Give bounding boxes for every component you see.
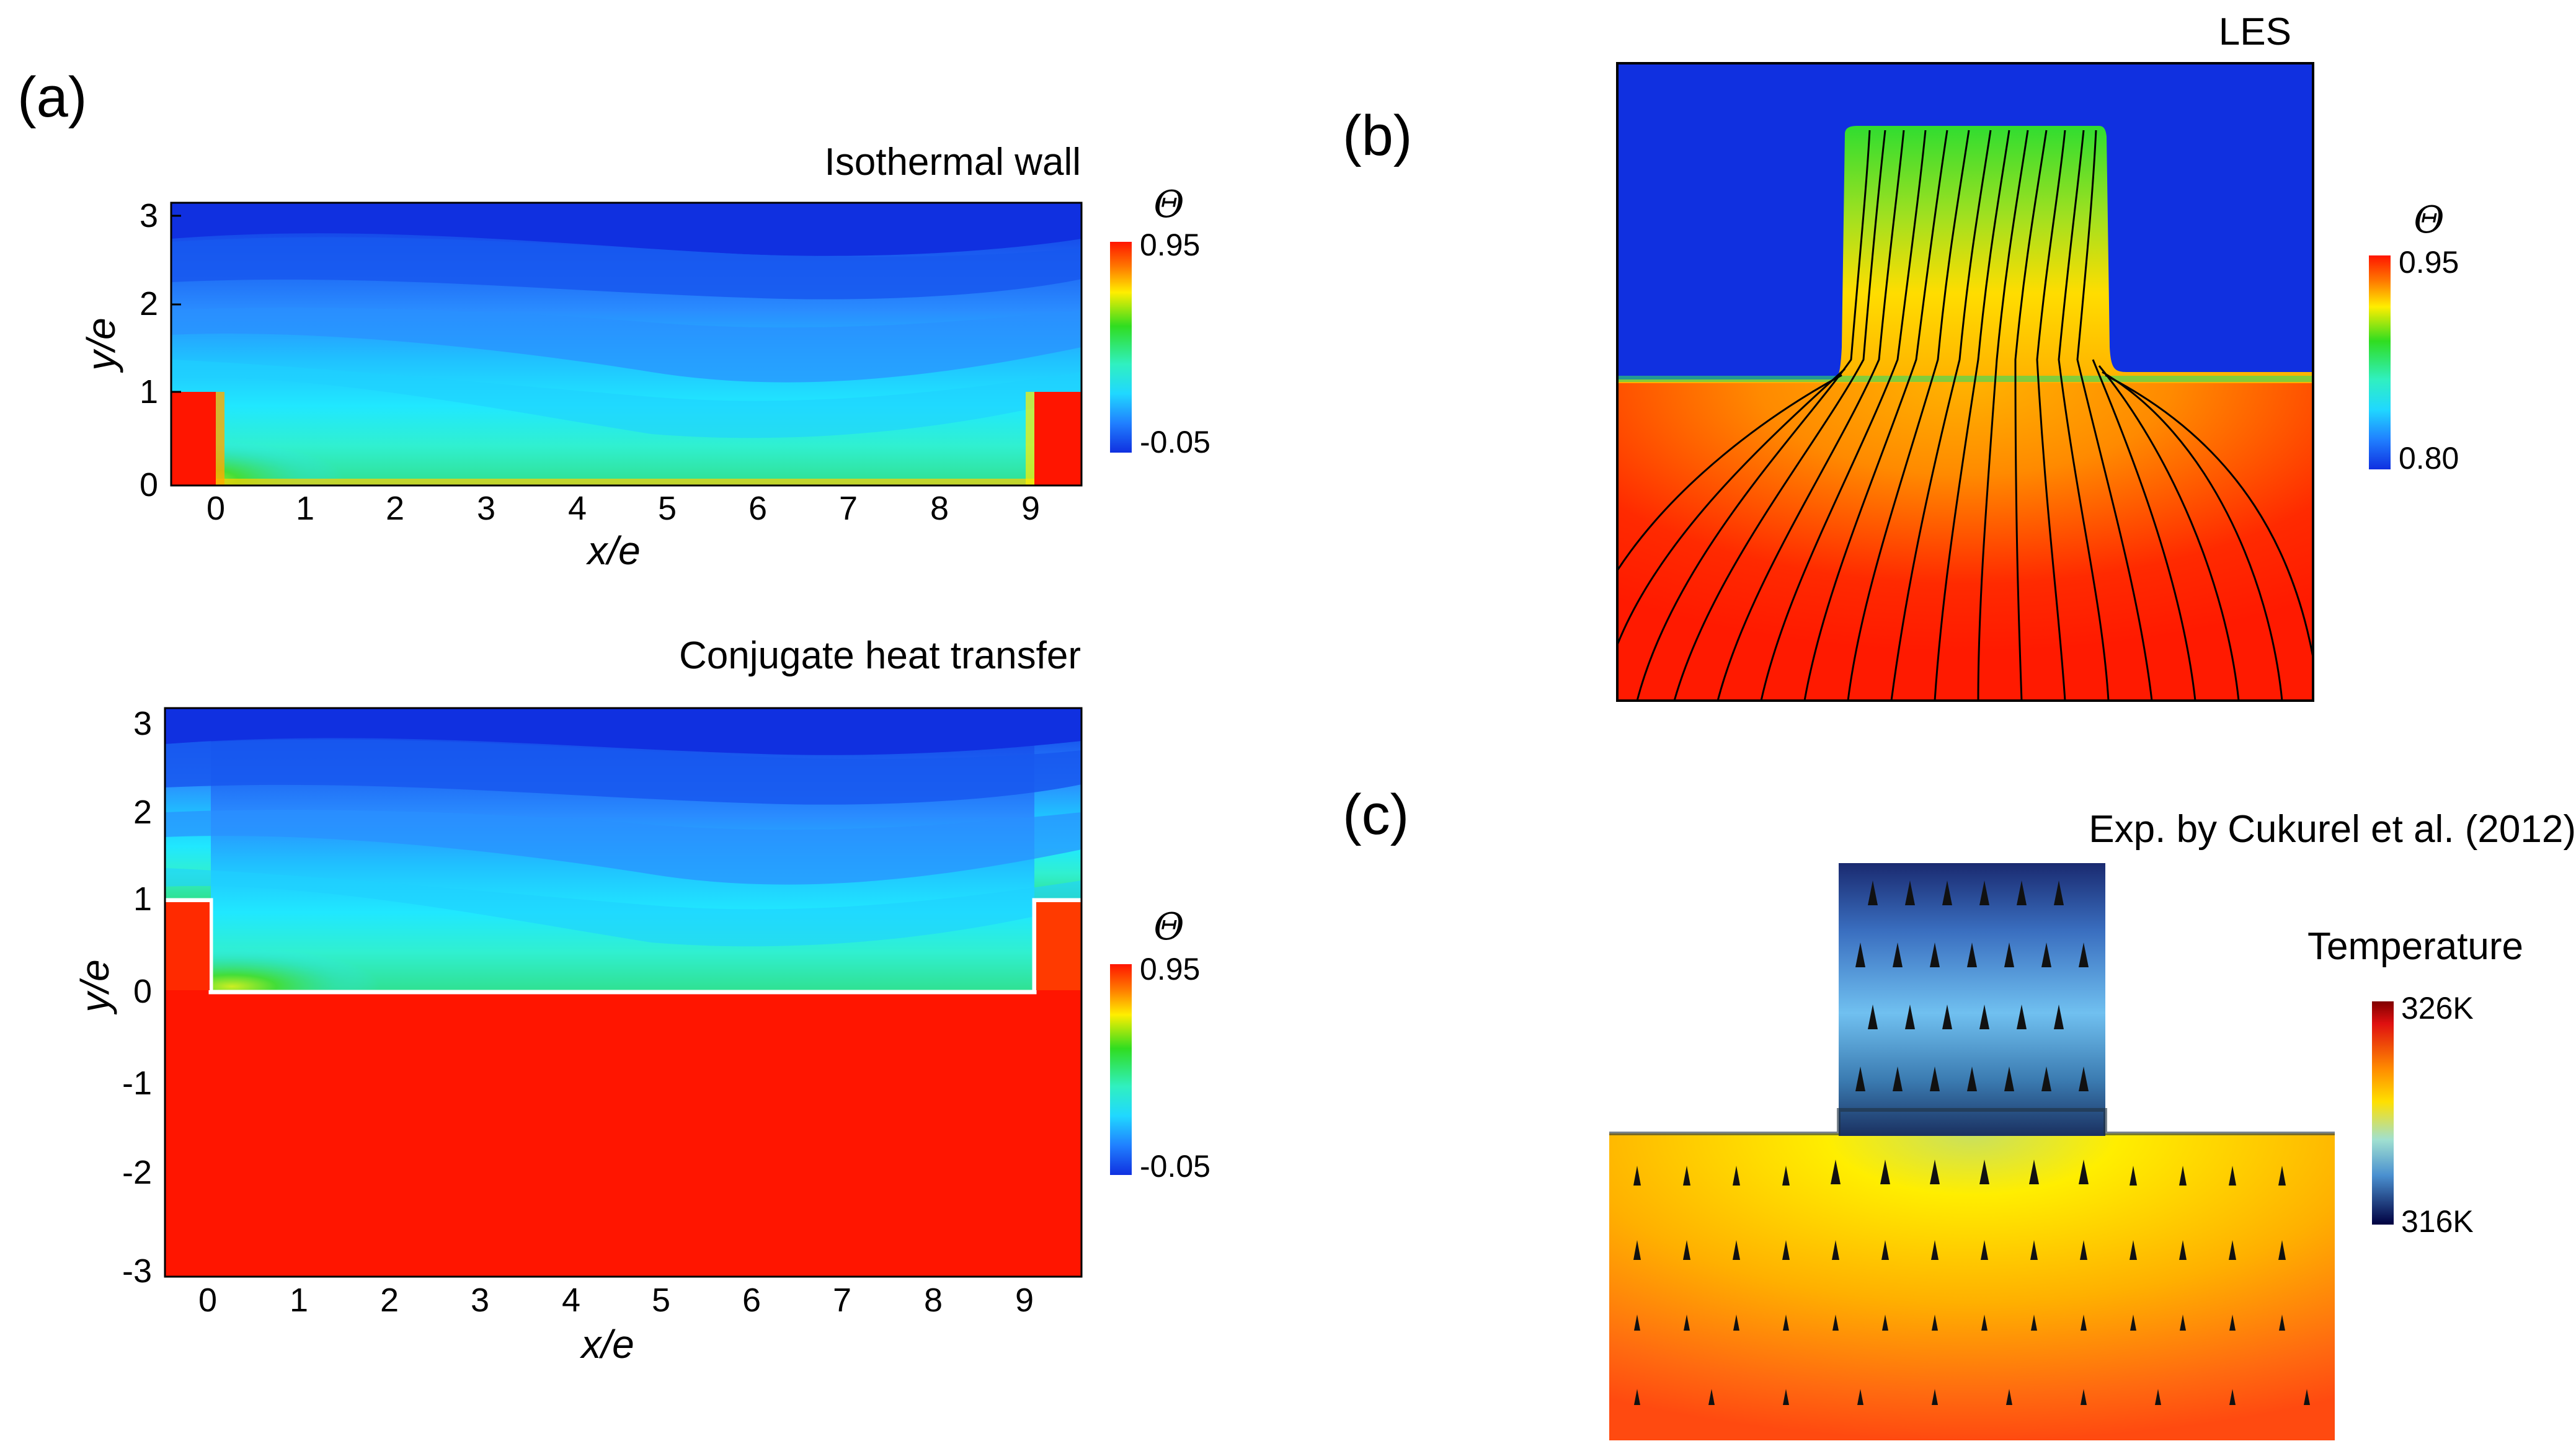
tick-label: 3 bbox=[140, 197, 158, 234]
plot-a-bottom-xlabel: x/e bbox=[579, 1322, 634, 1367]
tick-label: 2 bbox=[380, 1282, 399, 1319]
plot-b: LES Θ bbox=[1616, 11, 2459, 702]
plot-a-top-xlabel: x/e bbox=[585, 528, 640, 573]
colorbar-min-label: 0.80 bbox=[2399, 441, 2459, 476]
colorbar-symbol: Θ bbox=[2414, 198, 2444, 242]
tick-label: 2 bbox=[133, 794, 152, 831]
plot-a-bottom-x-ticks: 0 1 2 3 4 5 6 7 8 9 bbox=[198, 1282, 1034, 1319]
tick-label: 0 bbox=[207, 490, 225, 527]
tick-label: 1 bbox=[140, 373, 158, 410]
plot-a-top-y-ticks: 0 1 2 3 bbox=[140, 197, 181, 503]
tick-label: 6 bbox=[748, 490, 767, 527]
tick-label: 7 bbox=[833, 1282, 851, 1319]
tick-label: 3 bbox=[471, 1282, 489, 1319]
colorbar-min-label: -0.05 bbox=[1140, 1149, 1210, 1184]
tick-label: 6 bbox=[742, 1282, 761, 1319]
plot-a-bottom-title: Conjugate heat transfer bbox=[679, 634, 1081, 677]
tick-label: 4 bbox=[568, 490, 587, 527]
tick-label: 0 bbox=[198, 1282, 217, 1319]
plot-a-bottom-field bbox=[165, 708, 1081, 1277]
tick-label: 7 bbox=[839, 490, 858, 527]
tick-label: 9 bbox=[1021, 490, 1040, 527]
tick-label: 1 bbox=[296, 490, 314, 527]
tick-label: 3 bbox=[477, 490, 495, 527]
panel-a-label: (a) bbox=[17, 66, 87, 129]
plot-a-bottom-y-ticks: -3 -2 -1 0 1 2 3 bbox=[122, 705, 152, 1290]
plot-b-streamlines bbox=[1616, 130, 2314, 701]
tick-label: 3 bbox=[133, 705, 152, 742]
colorbar-max-label: 0.95 bbox=[1140, 228, 1200, 262]
tick-label: -3 bbox=[122, 1252, 152, 1290]
plot-a-top-rib-left bbox=[171, 392, 216, 485]
tick-label: 1 bbox=[290, 1282, 308, 1319]
panel-b-label: (b) bbox=[1343, 104, 1412, 167]
tick-label: 5 bbox=[658, 490, 677, 527]
colorbar-title: Temperature bbox=[2307, 925, 2523, 968]
plot-c-title: Exp. by Cukurel et al. (2012) bbox=[2089, 808, 2576, 851]
tick-label: 8 bbox=[930, 490, 949, 527]
tick-label: 8 bbox=[924, 1282, 943, 1319]
colorbar-symbol: Θ bbox=[1153, 905, 1184, 949]
colorbar-max-label: 0.95 bbox=[1140, 952, 1200, 986]
plot-a-bottom-colorbar: Θ 0.95 -0.05 bbox=[1110, 905, 1210, 1184]
plot-b-title: LES bbox=[2219, 11, 2291, 53]
colorbar-max-label: 0.95 bbox=[2399, 245, 2459, 280]
plot-a-top-rib-right bbox=[1034, 392, 1081, 485]
plot-a-bottom-rib-left bbox=[165, 902, 210, 990]
plot-a-top-ylabel: y/e bbox=[79, 317, 123, 373]
plot-c: Exp. by Cukurel et al. (2012) bbox=[1609, 808, 2576, 1440]
tick-label: 9 bbox=[1015, 1282, 1034, 1319]
plot-c-vectors bbox=[1633, 880, 2310, 1405]
plot-a-bottom: Conjugate heat transfer -3 -2 -1 0 1 2 3… bbox=[73, 634, 1210, 1367]
tick-label: -1 bbox=[122, 1065, 152, 1102]
plot-a-bottom-ylabel: y/e bbox=[73, 959, 117, 1014]
plot-a-top-title: Isothermal wall bbox=[825, 141, 1081, 184]
panel-c-label: (c) bbox=[1343, 783, 1409, 846]
plot-b-colorbar: Θ 0.95 0.80 bbox=[2369, 198, 2459, 476]
plot-a-top: Isothermal wall 0 1 2 3 0 bbox=[79, 141, 1210, 573]
tick-label: 5 bbox=[652, 1282, 670, 1319]
plot-c-colorbar: Temperature 326K 316K bbox=[2307, 925, 2523, 1239]
tick-label: -2 bbox=[122, 1154, 152, 1191]
tick-label: 4 bbox=[562, 1282, 580, 1319]
tick-label: 1 bbox=[133, 880, 152, 918]
colorbar-min-label: 316K bbox=[2401, 1204, 2474, 1239]
plot-a-top-x-ticks: 0 1 2 3 4 5 6 7 8 9 bbox=[207, 490, 1040, 527]
plot-a-top-field bbox=[171, 203, 1081, 485]
colorbar-max-label: 326K bbox=[2401, 991, 2474, 1026]
plot-a-bottom-rib-right bbox=[1036, 902, 1081, 990]
colorbar-min-label: -0.05 bbox=[1140, 425, 1210, 459]
plot-a-top-colorbar: Θ 0.95 -0.05 bbox=[1110, 183, 1210, 459]
tick-label: 0 bbox=[133, 973, 152, 1010]
tick-label: 2 bbox=[386, 490, 404, 527]
tick-label: 0 bbox=[140, 466, 158, 503]
tick-label: 2 bbox=[140, 285, 158, 322]
colorbar-symbol: Θ bbox=[1153, 183, 1184, 226]
